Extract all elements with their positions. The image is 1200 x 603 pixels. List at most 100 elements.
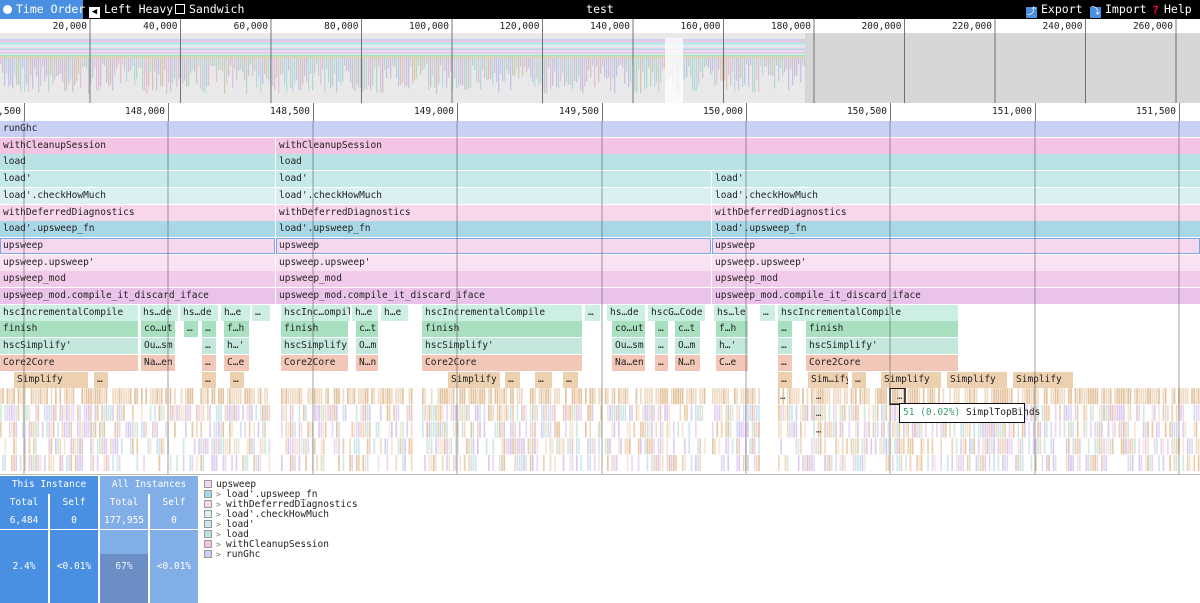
flame-frame[interactable]: … — [760, 304, 775, 321]
flame-frame[interactable]: … — [655, 338, 668, 355]
caller-item[interactable]: > load — [204, 530, 358, 540]
flame-frame[interactable]: hscSimplify' — [806, 338, 958, 355]
flame-frame[interactable]: hs…le — [714, 304, 748, 321]
flame-frame[interactable]: load'.upsweep_fn — [712, 221, 1200, 238]
flame-frame[interactable]: withDeferredDiagnostics — [0, 204, 275, 221]
flame-frame[interactable]: Simplify — [947, 371, 1007, 388]
flame-frame[interactable]: withDeferredDiagnostics — [276, 204, 711, 221]
flame-frame[interactable]: finish — [281, 321, 348, 338]
flame-frame[interactable]: Na…en — [141, 354, 175, 371]
flame-frame[interactable]: load'.checkHowMuch — [0, 187, 275, 204]
flame-frame[interactable]: hs…de — [140, 304, 178, 321]
flame-frame[interactable]: upsweep_mod.compile_it_discard_iface — [0, 288, 275, 304]
flame-frame[interactable]: … — [202, 321, 216, 338]
flame-frame[interactable]: load — [276, 154, 1200, 171]
flame-frame[interactable]: hs…de — [607, 304, 645, 321]
flame-frame[interactable]: hscIncrementalCompile — [0, 304, 138, 321]
flame-frame[interactable]: hscIncrementalCompile — [422, 304, 582, 321]
flame-frame[interactable]: runGhc — [0, 121, 1200, 137]
flame-frame[interactable]: Na…en — [612, 354, 645, 371]
flame-frame[interactable]: Sim…ify — [808, 371, 848, 388]
flame-frame[interactable]: O…m — [356, 338, 378, 355]
flame-frame[interactable]: h…e — [352, 304, 378, 321]
flame-frame[interactable]: load' — [0, 171, 275, 188]
flame-frame[interactable]: upsweep.upsweep' — [712, 254, 1200, 271]
flame-frame[interactable]: c…t — [356, 321, 378, 338]
flame-frame[interactable]: hs…de — [180, 304, 218, 321]
flame-frame[interactable]: Core2Core — [806, 354, 958, 371]
flame-frame[interactable]: f…h — [716, 321, 748, 338]
flame-frame[interactable]: C…e — [224, 354, 249, 371]
flame-frame[interactable]: load' — [712, 171, 1200, 188]
flame-frame[interactable]: upsweep_mod — [0, 271, 275, 288]
flame-frame[interactable]: hscG…Code — [648, 304, 705, 321]
flame-frame[interactable]: upsweep — [0, 237, 275, 254]
flame-frame[interactable]: h…e — [221, 304, 250, 321]
flame-frame[interactable]: Simplify — [14, 371, 88, 388]
flame-frame[interactable]: Core2Core — [281, 354, 348, 371]
flame-frame[interactable]: … — [778, 338, 792, 355]
flame-frame[interactable]: withCleanupSession — [276, 137, 1200, 154]
caller-item[interactable]: upsweep — [204, 480, 358, 490]
flame-frame[interactable]: upsweep_mod — [276, 271, 711, 288]
flame-frame[interactable]: … — [202, 338, 216, 355]
flame-frame[interactable]: … — [852, 371, 866, 388]
flame-frame[interactable]: f…h — [224, 321, 249, 338]
flame-frame[interactable]: c…t — [675, 321, 700, 338]
caller-item[interactable]: > load' — [204, 520, 358, 530]
flame-frame[interactable]: … — [778, 371, 792, 388]
flame-frame[interactable]: load'.upsweep_fn — [0, 221, 275, 238]
import-button[interactable]: ⤵ Import — [1090, 0, 1147, 19]
flame-frame[interactable]: Simplify — [881, 371, 941, 388]
sandwich-tab[interactable]: Sandwich — [175, 0, 244, 19]
flame-frame[interactable]: … — [202, 371, 216, 388]
flame-frame[interactable]: h…' — [224, 338, 249, 355]
flame-frame[interactable]: h…e — [381, 304, 408, 321]
flame-frame[interactable]: … — [94, 371, 108, 388]
flame-frame[interactable]: Core2Core — [0, 354, 138, 371]
export-button[interactable]: ⤴ Export — [1026, 0, 1083, 19]
flame-frame[interactable]: upsweep.upsweep' — [0, 254, 275, 271]
flame-frame[interactable]: … — [778, 321, 792, 338]
flame-frame[interactable]: Ou…sm — [141, 338, 175, 355]
flame-frame[interactable]: finish — [806, 321, 958, 338]
flame-frame[interactable]: hscSimplify' — [422, 338, 582, 355]
flame-frame[interactable]: … — [563, 371, 578, 388]
flame-frame[interactable]: load'.upsweep_fn — [276, 221, 711, 238]
caller-item[interactable]: > load'.upsweep_fn — [204, 490, 358, 500]
flame-frame[interactable]: hscSimplify' — [281, 338, 348, 355]
flame-frame[interactable]: Core2Core — [422, 354, 582, 371]
flame-frame[interactable]: upsweep — [712, 237, 1200, 254]
flame-frame[interactable]: hscSimplify' — [0, 338, 138, 355]
flame-frame[interactable]: … — [230, 371, 244, 388]
flame-frame[interactable]: upsweep.upsweep' — [276, 254, 711, 271]
flame-frame[interactable]: N…n — [356, 354, 378, 371]
minimap-viewport[interactable] — [665, 38, 683, 103]
minimap[interactable]: 20,000 40,000 60,000 80,000 100,000 120,000 14… — [0, 19, 1200, 103]
flame-frame[interactable]: Simplify — [1013, 371, 1073, 388]
flame-frame[interactable]: finish — [0, 321, 138, 338]
flame-frame[interactable]: finish — [422, 321, 582, 338]
flame-frame[interactable]: … — [184, 321, 198, 338]
flame-frame[interactable]: withDeferredDiagnostics — [712, 204, 1200, 221]
flame-frame[interactable]: N…n — [675, 354, 700, 371]
flame-frame[interactable]: … — [202, 354, 216, 371]
flame-frame[interactable]: Ou…sm — [612, 338, 645, 355]
flame-frame[interactable]: h…' — [716, 338, 748, 355]
flame-frame[interactable]: load' — [276, 171, 711, 188]
flame-frame[interactable]: upsweep_mod — [712, 271, 1200, 288]
flame-frame[interactable]: O…m — [675, 338, 700, 355]
flame-frame[interactable]: upsweep_mod.compile_it_discard_iface — [712, 288, 1200, 304]
time-order-tab[interactable]: Time Order — [0, 0, 85, 19]
flame-frame[interactable]: load'.checkHowMuch — [276, 187, 711, 204]
help-button[interactable]: ? Help — [1152, 0, 1192, 19]
flame-frame[interactable]: C…e — [716, 354, 748, 371]
flame-frame[interactable]: upsweep — [276, 237, 711, 254]
flame-chart[interactable]: …………… runGhc withCleanupSession withCleanu… — [0, 121, 1200, 474]
flame-frame[interactable]: … — [505, 371, 520, 388]
flame-frame[interactable]: hscIncrementalCompile — [778, 304, 958, 321]
flame-frame[interactable]: … — [252, 304, 270, 321]
flame-frame[interactable]: … — [778, 354, 792, 371]
flame-frame[interactable]: … — [655, 354, 668, 371]
flame-frame[interactable]: … — [585, 304, 600, 321]
